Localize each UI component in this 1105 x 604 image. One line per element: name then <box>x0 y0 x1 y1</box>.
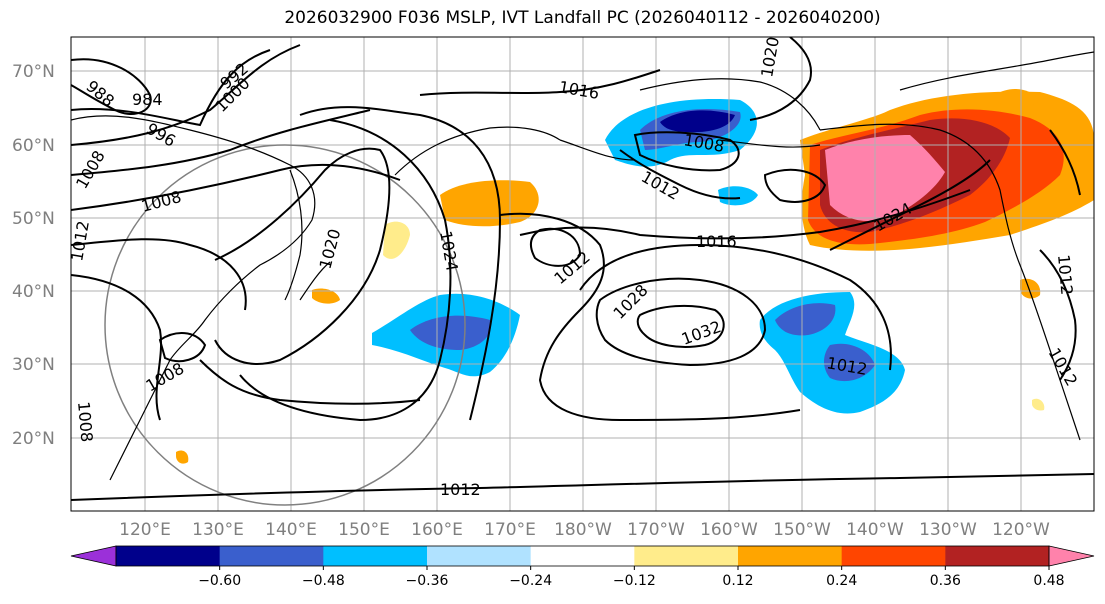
lon-label: 180°W <box>554 520 612 540</box>
colorbar-segment <box>219 546 324 566</box>
lon-label: 170°W <box>627 520 685 540</box>
colorbar-tick-label: −0.60 <box>198 573 241 589</box>
colorbar-segment <box>945 546 1050 566</box>
lon-label: 160°W <box>700 520 758 540</box>
ivt-negative-west-core <box>410 315 491 350</box>
colorbar-extend-high <box>1048 545 1095 567</box>
lat-label: 70°N <box>12 62 55 82</box>
isobars <box>71 37 1094 501</box>
longitude-labels: 120°E 130°E 140°E 150°E 160°E 170°E 180°… <box>119 520 1050 540</box>
colorbar-outline <box>115 545 1050 567</box>
landfall-circle <box>104 144 466 506</box>
map-frame <box>70 36 1095 512</box>
colorbar-segment <box>530 546 635 566</box>
isobar-label: 1008 <box>74 401 96 443</box>
ivt-positive-west-edge <box>383 221 410 259</box>
ivt-negative-east-core <box>775 303 836 336</box>
lon-label: 160°E <box>411 520 463 540</box>
map-title: 2026032900 F036 MSLP, IVT Landfall PC (2… <box>284 8 881 28</box>
lon-label: 150°W <box>773 520 831 540</box>
ivt-negative-east-core2 <box>824 343 875 382</box>
colorbar-tick-label: −0.36 <box>406 573 449 589</box>
colorbar-tick-label: −0.12 <box>613 573 656 589</box>
colorbar-segment <box>841 546 946 566</box>
colorbar-tick-label: −0.24 <box>509 573 552 589</box>
lat-label: 30°N <box>12 355 55 375</box>
colorbar-segment <box>116 546 221 566</box>
colorbar-segment <box>738 546 843 566</box>
coastlines <box>71 51 1094 481</box>
ivt-positive-west-spot <box>312 288 340 304</box>
ivt-positive-spot2 <box>1032 398 1045 411</box>
ivt-positive-alaska <box>995 88 1040 108</box>
lon-label: 140°E <box>265 520 317 540</box>
colorbar-tick-label: 0.24 <box>826 573 857 589</box>
colorbar-tick-label: −0.48 <box>302 573 345 589</box>
colorbar-tick-label: 0.48 <box>1033 573 1064 589</box>
colorbar <box>70 545 1095 567</box>
colorbar-tick-label: 0.12 <box>722 573 753 589</box>
lat-label: 20°N <box>12 429 55 449</box>
colorbar-labels: −0.60 −0.48 −0.36 −0.24 −0.12 0.12 0.24 0.36 0.4… <box>198 566 1065 589</box>
lat-label: 50°N <box>12 209 55 229</box>
colorbar-segment <box>634 546 739 566</box>
lon-label: 130°E <box>192 520 244 540</box>
isobar-label: 1012 <box>440 480 481 499</box>
colorbar-segment <box>427 546 532 566</box>
isobar-label: 1016 <box>696 232 737 251</box>
lon-label: 120°E <box>119 520 171 540</box>
isobar-label: 1012 <box>1054 254 1076 296</box>
isobar-label: 984 <box>132 90 163 109</box>
colorbar-segment <box>323 546 428 566</box>
ivt-negative-bering-navy <box>660 110 735 133</box>
lat-label: 60°N <box>12 136 55 156</box>
lon-label: 150°E <box>338 520 390 540</box>
colorbar-tick-label: 0.36 <box>930 573 961 589</box>
ivt-negative-small <box>718 186 758 206</box>
lat-label: 40°N <box>12 282 55 302</box>
ivt-positive-coast <box>1020 278 1041 299</box>
lon-label: 120°W <box>992 520 1050 540</box>
lon-label: 130°W <box>919 520 977 540</box>
colorbar-extend-low <box>70 545 117 567</box>
ivt-positive-east-pink <box>825 135 945 222</box>
lon-label: 170°E <box>484 520 536 540</box>
lon-label: 140°W <box>846 520 904 540</box>
ivt-positive-spot1 <box>176 450 189 464</box>
isobar-label: 1012 <box>67 219 93 262</box>
latitude-labels: 70°N 60°N 50°N 40°N 30°N 20°N <box>12 62 55 449</box>
